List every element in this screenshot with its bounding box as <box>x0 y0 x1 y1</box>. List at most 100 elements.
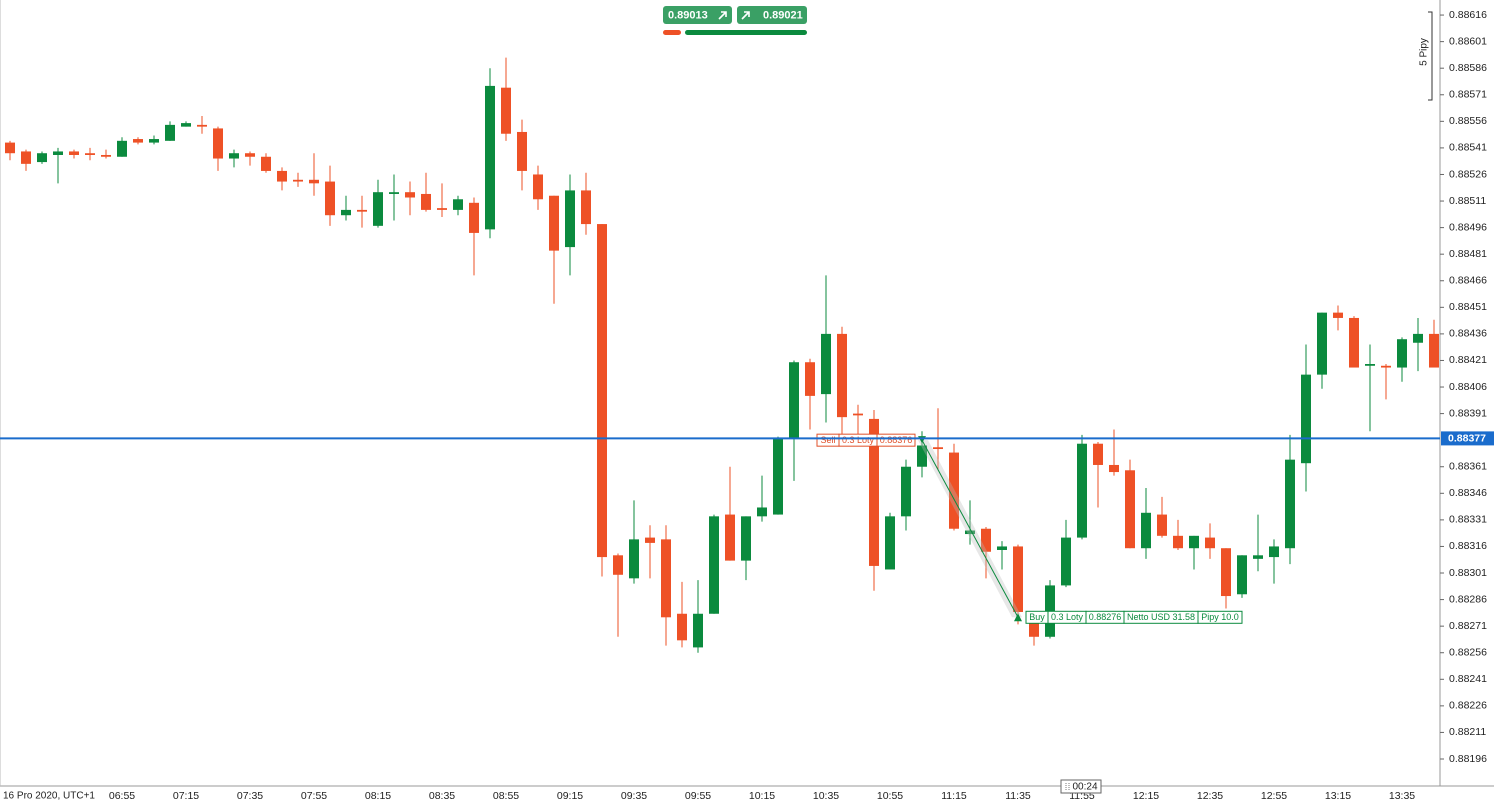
candle-body <box>53 151 63 155</box>
y-tick-label: 0.88481 <box>1449 248 1487 260</box>
x-tick-label: 11:35 <box>1005 790 1031 802</box>
x-tick-label: 13:35 <box>1389 790 1415 802</box>
countdown-box <box>1060 779 1102 794</box>
candle-body <box>1317 312 1327 375</box>
candle-body <box>933 447 943 450</box>
x-tick-label: 09:15 <box>557 790 583 802</box>
candle-body <box>341 209 351 216</box>
candle-body <box>1269 546 1279 558</box>
y-tick-label: 0.88541 <box>1449 142 1487 154</box>
y-tick-label: 0.88196 <box>1449 753 1487 765</box>
candle-body <box>197 124 207 127</box>
candle-body <box>21 151 31 164</box>
candle-body <box>1141 512 1151 549</box>
candle-body <box>597 224 607 558</box>
buy-arrow-icon <box>741 11 750 20</box>
footer-label: 16 Pro 2020, UTC+1 <box>3 791 95 802</box>
x-tick-label: 11:15 <box>941 790 967 802</box>
y-tick-label: 0.88211 <box>1449 726 1486 738</box>
current-price-label: 0.88377 <box>1448 433 1486 445</box>
x-tick-label: 09:35 <box>621 790 647 802</box>
candle-body <box>213 128 223 159</box>
candle-body <box>325 181 335 216</box>
trade-label-cell <box>876 433 916 447</box>
candle-body <box>421 193 431 210</box>
candle-body <box>149 139 159 143</box>
candle-body <box>501 87 511 134</box>
candle-body <box>181 123 191 127</box>
candle-body <box>1365 364 1375 366</box>
candle-body <box>1381 365 1391 368</box>
candle-body <box>437 208 447 210</box>
candle-body <box>1061 537 1071 586</box>
y-tick-label: 0.88301 <box>1449 567 1487 579</box>
candle-body <box>517 131 527 171</box>
candle-body <box>1157 514 1167 536</box>
sell-arrow-icon <box>718 11 727 20</box>
candle-body <box>1189 535 1199 549</box>
x-tick-label: 12:35 <box>1197 790 1223 802</box>
candle-body <box>837 333 847 418</box>
candle-body <box>629 539 639 579</box>
candle-body <box>1285 459 1295 549</box>
trade-label-text: Sell <box>820 435 835 445</box>
countdown-label: 00:24 <box>1072 782 1097 793</box>
candle-body <box>293 179 303 182</box>
candle-body <box>1333 312 1343 318</box>
y-tick-label: 0.88511 <box>1449 195 1486 207</box>
candle-body <box>821 333 831 395</box>
candle-body <box>677 613 687 641</box>
candle-body <box>725 514 735 561</box>
candle-body <box>789 362 799 439</box>
x-tick-label: 07:35 <box>237 790 263 802</box>
candle-body <box>565 190 575 248</box>
candle-body <box>261 156 271 171</box>
y-tick-label: 0.88421 <box>1449 354 1487 366</box>
x-tick-label: 07:15 <box>173 790 199 802</box>
y-tick-label: 0.88361 <box>1449 461 1487 473</box>
candle-body <box>405 192 415 198</box>
candle-body <box>117 140 127 157</box>
trade-label-text: Netto USD 31.58 <box>1127 612 1195 622</box>
candle-body <box>869 418 879 566</box>
pip-scale-bracket <box>1428 11 1433 101</box>
candle-body <box>1253 555 1263 559</box>
x-tick-label: 08:35 <box>429 790 455 802</box>
x-tick-label: 10:55 <box>877 790 903 802</box>
y-tick-label: 0.88556 <box>1449 115 1487 127</box>
candle-body <box>1301 374 1311 464</box>
candle-body <box>1397 339 1407 368</box>
candle-body <box>773 438 783 515</box>
y-tick-label: 0.88466 <box>1449 275 1487 287</box>
candle-body <box>901 466 911 517</box>
buy-button[interactable] <box>737 6 807 24</box>
candle-body <box>885 516 895 570</box>
y-tick-label: 0.88316 <box>1449 540 1487 552</box>
candle-body <box>1029 622 1039 637</box>
y-tick-label: 0.88271 <box>1449 620 1487 632</box>
candle-body <box>453 199 463 210</box>
y-tick-label: 0.88346 <box>1449 487 1487 499</box>
y-tick-label: 0.88256 <box>1449 647 1487 659</box>
sell-button[interactable] <box>663 6 732 24</box>
candle-body <box>485 85 495 230</box>
trade-label-text: Pipy 10.0 <box>1201 612 1239 622</box>
candle-body <box>85 153 95 155</box>
trade-marker <box>1014 613 1022 622</box>
quote-widget[interactable]: 0.89013 0.89021 <box>663 6 807 35</box>
candle-body <box>1077 443 1087 538</box>
candle-body <box>1429 333 1439 368</box>
candle-body <box>357 209 367 212</box>
candle-body <box>709 516 719 614</box>
y-tick-label: 0.88586 <box>1449 62 1487 74</box>
sell-quote: 0.89013 <box>668 9 708 21</box>
x-tick-label: 10:15 <box>749 790 775 802</box>
candle-body <box>997 546 1007 550</box>
y-tick-label: 0.88571 <box>1449 89 1487 101</box>
sentiment-buy-bar <box>685 30 807 35</box>
candle-body <box>981 528 991 552</box>
y-tick-label: 0.88331 <box>1449 514 1487 526</box>
candle-body <box>965 530 975 535</box>
candle-body <box>1125 470 1135 549</box>
